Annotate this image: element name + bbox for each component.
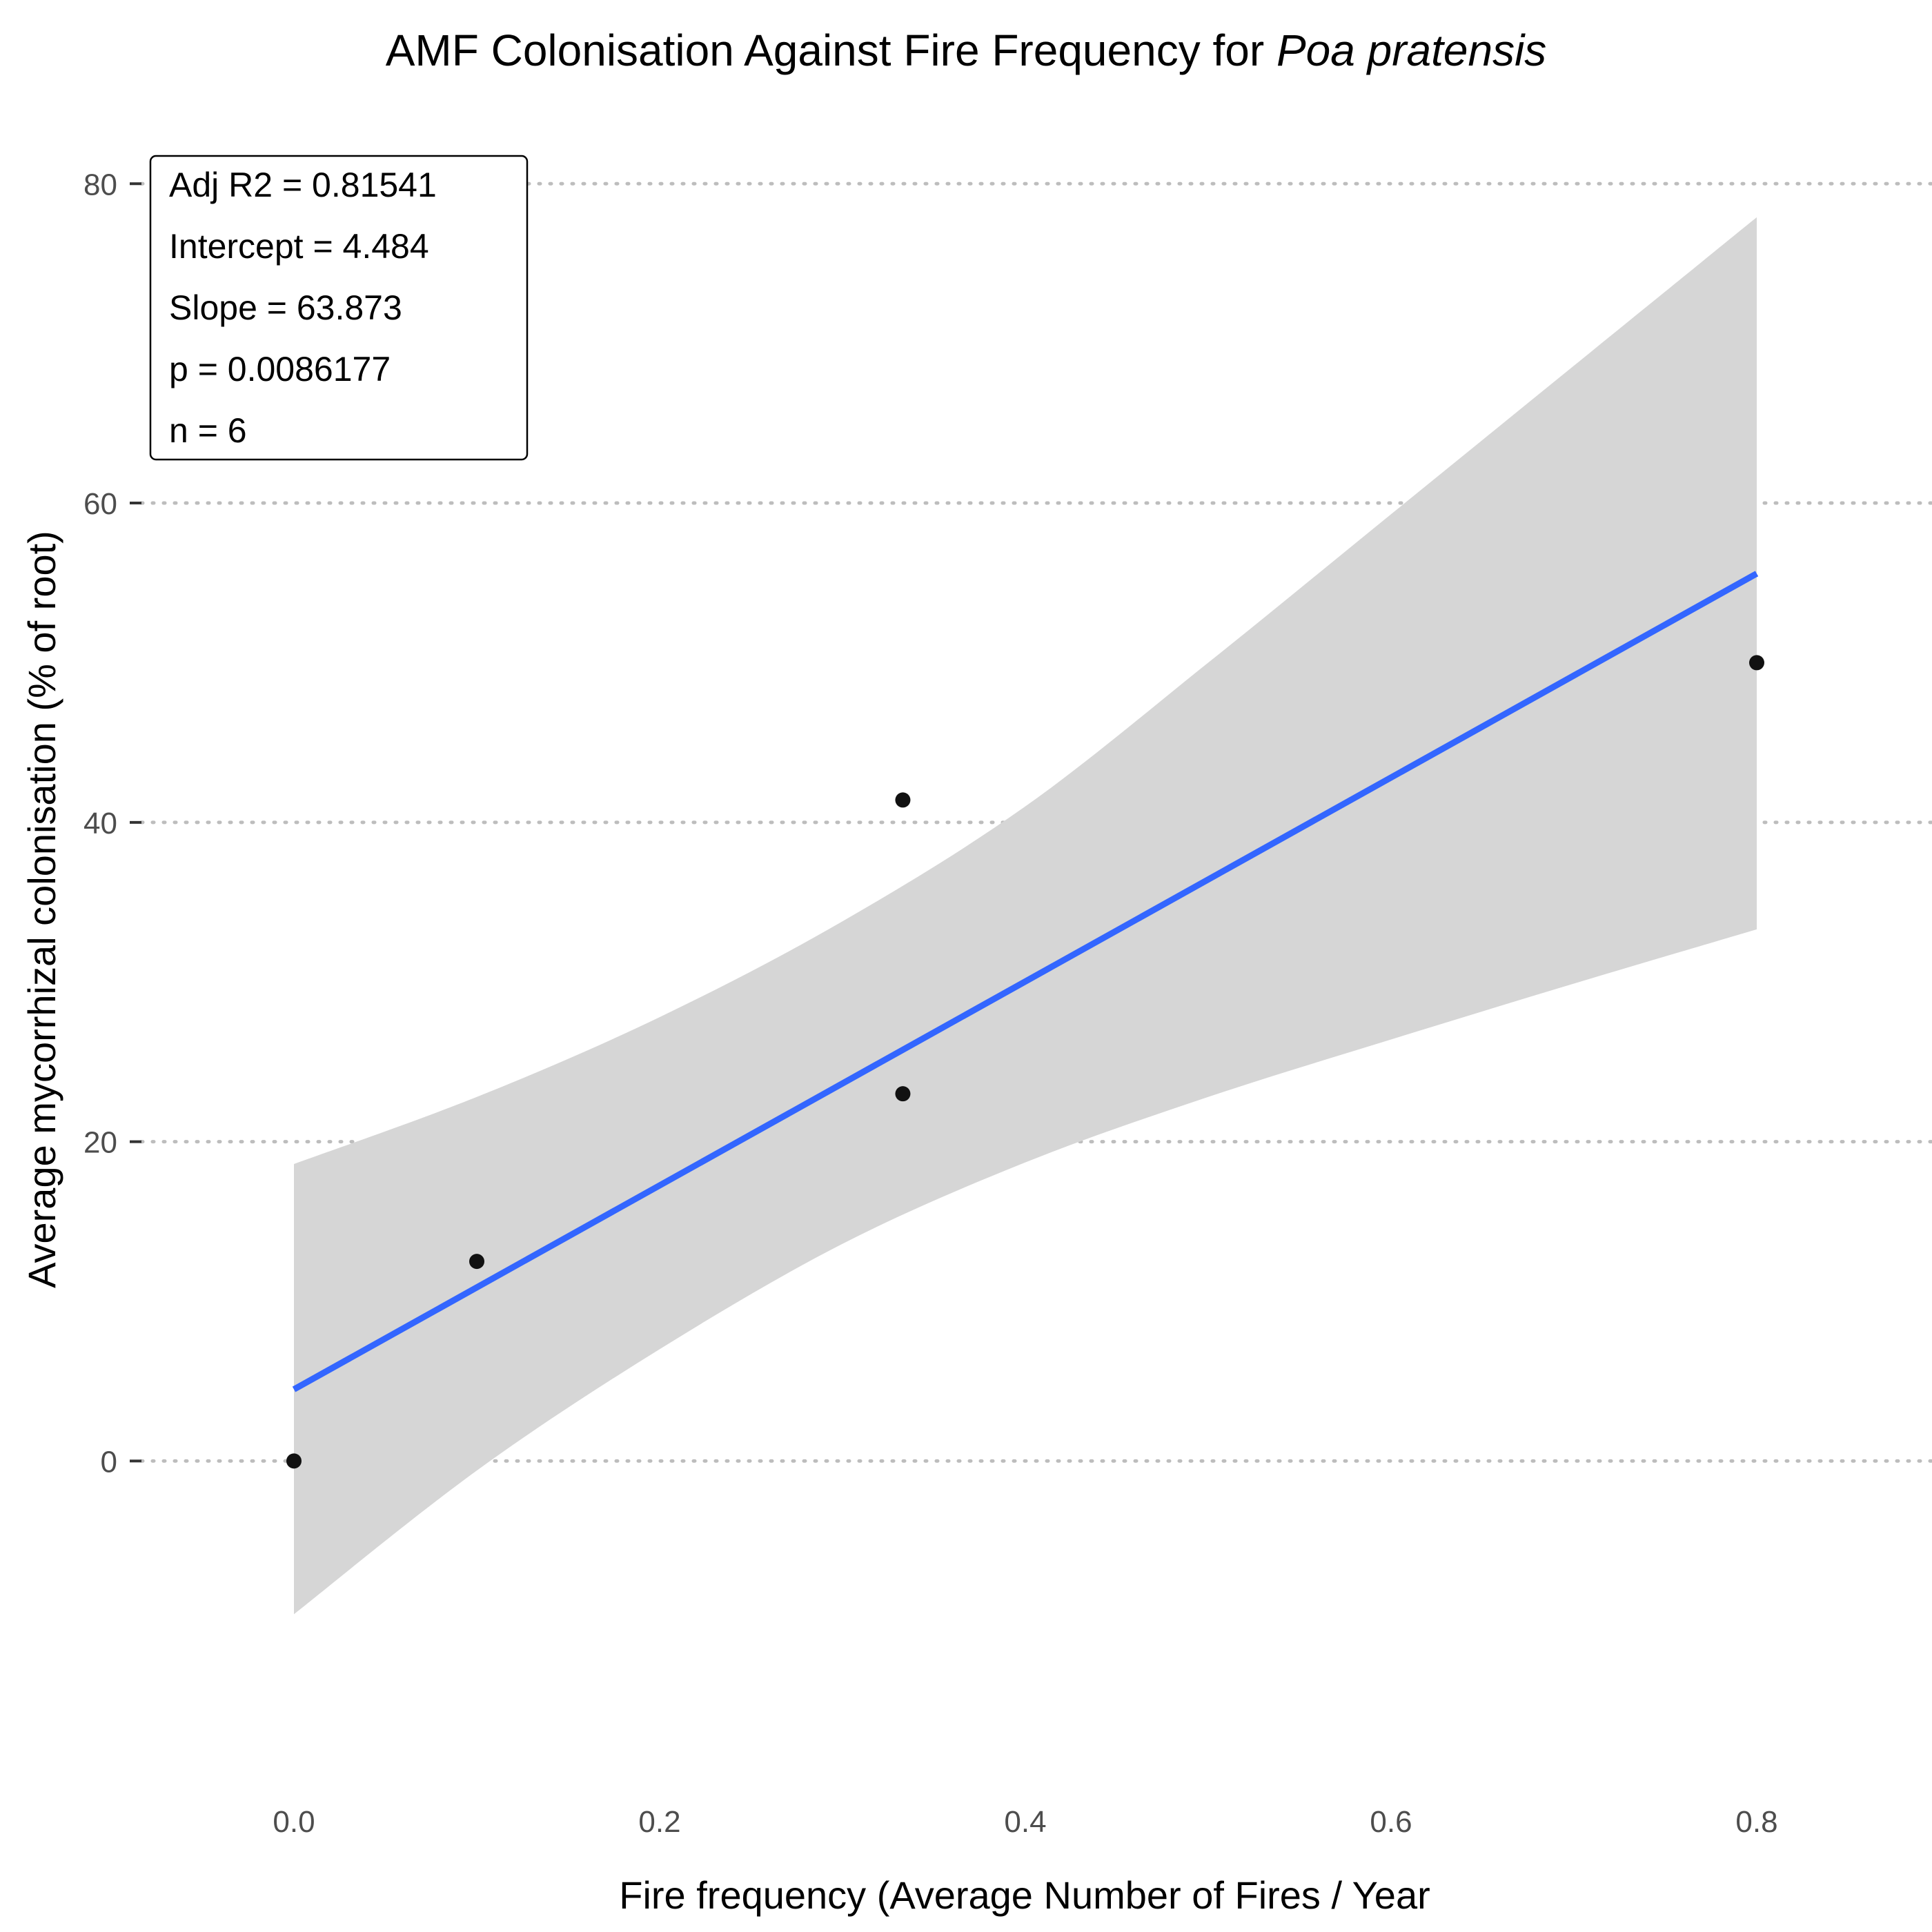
data-points [286, 655, 1764, 1469]
x-tick-label: 0.6 [1370, 1805, 1412, 1839]
x-tick-label: 0.8 [1735, 1805, 1777, 1839]
y-tick-label: 40 [83, 807, 117, 840]
stats-line: Adj R2 = 0.81541 [169, 166, 437, 204]
data-point [286, 1453, 302, 1469]
x-tick-label: 0.4 [1004, 1805, 1046, 1839]
x-axis-ticks: 0.0 0.2 0.4 0.6 0.8 [273, 1805, 1777, 1839]
confidence-band [294, 217, 1757, 1615]
regression-line [292, 571, 1759, 1392]
data-point [895, 1086, 911, 1102]
stats-line: n = 6 [169, 411, 247, 450]
confidence-band-layer [294, 217, 1757, 1615]
chart-title-species: Poa pratensis [1276, 26, 1546, 75]
y-tick-label: 0 [101, 1445, 117, 1479]
x-axis-title: Fire frequency (Average Number of Fires … [619, 1873, 1430, 1917]
stats-box-frame [149, 155, 529, 461]
y-axis-title: Average mycorrhizal colonisation (% of r… [20, 531, 63, 1288]
stats-lines: Adj R2 = 0.81541 Intercept = 4.484 Slope =… [169, 166, 437, 450]
stats-line: p = 0.0086177 [169, 350, 391, 388]
stats-line: Intercept = 4.484 [169, 227, 429, 266]
chart-title-main: AMF Colonisation Against Fire Frequency … [386, 26, 1276, 75]
x-tick-label: 0.0 [273, 1805, 315, 1839]
x-tick-label: 0.2 [638, 1805, 680, 1839]
data-point [469, 1254, 484, 1270]
stats-line: Slope = 63.873 [169, 288, 402, 327]
chart-title: AMF Colonisation Against Fire Frequency … [386, 26, 1547, 75]
stats-box: Adj R2 = 0.81541 Intercept = 4.484 Slope =… [149, 155, 529, 461]
fit-line-layer [292, 571, 1759, 1392]
y-tick-label: 80 [83, 168, 117, 201]
data-point [1749, 655, 1764, 671]
y-axis-ticks: 0 20 40 60 80 [83, 168, 141, 1479]
data-point [895, 792, 911, 808]
y-tick-label: 20 [83, 1126, 117, 1160]
y-tick-label: 60 [83, 487, 117, 521]
